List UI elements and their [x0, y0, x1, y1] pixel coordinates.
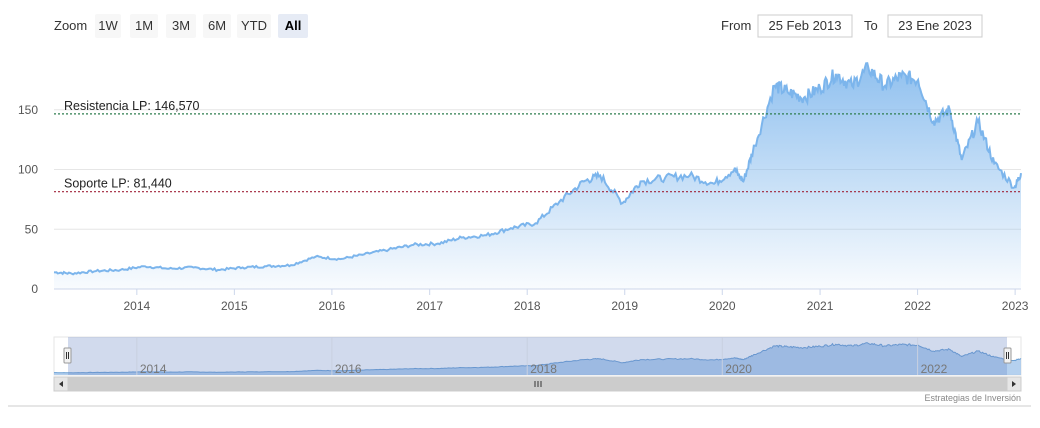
y-tick-label: 150: [18, 103, 38, 117]
x-tick-label: 2023: [1002, 299, 1029, 313]
y-tick-label: 100: [18, 163, 38, 177]
x-tick-label: 2021: [807, 299, 834, 313]
navigator-series-line: [54, 342, 1022, 374]
navigator[interactable]: 2014 2016 2018 2020 2022: [53, 336, 1022, 376]
to-input-box[interactable]: [887, 14, 983, 38]
range-selector: Zoom 1W 1M 3M 6M YTD All: [54, 14, 308, 38]
from-input[interactable]: 25 Feb 2013: [768, 18, 841, 33]
zoom-label: Zoom: [54, 18, 87, 33]
zoom-button-6m[interactable]: [203, 14, 231, 38]
x-tick-label: 2022: [904, 299, 931, 313]
x-tick-label: 2017: [416, 299, 443, 313]
navigator-selection-mask[interactable]: [68, 337, 1007, 375]
zoom-button-ytd[interactable]: [237, 14, 271, 38]
resistance-label: Resistencia LP: 146,570: [64, 99, 200, 113]
to-input[interactable]: 23 Ene 2023: [898, 18, 972, 33]
zoom-button-label[interactable]: All: [285, 18, 302, 33]
y-tick-label: 50: [25, 222, 39, 236]
zoom-button-1m[interactable]: [130, 14, 158, 38]
arrow-right-icon: [1012, 381, 1016, 387]
navigator-series-fill: [54, 342, 1021, 375]
navigator-tick-label: 2022: [921, 362, 948, 376]
navigator-handle-left[interactable]: [63, 347, 72, 364]
navigator-handle-right[interactable]: [1003, 347, 1012, 364]
x-tick-label: 2016: [319, 299, 346, 313]
x-axis-ticks: 2014 2015 2016 2017 2018 2019 2020 2021 2022 2023: [123, 289, 1029, 313]
price-series-line: [53, 62, 1022, 276]
zoom-button-label[interactable]: 1W: [98, 18, 118, 33]
arrow-left-icon: [59, 381, 63, 387]
zoom-button-label[interactable]: 6M: [208, 18, 226, 33]
x-tick-label: 2015: [221, 299, 248, 313]
navigator-tick-label: 2016: [335, 362, 362, 376]
zoom-button-1w[interactable]: [95, 14, 121, 38]
to-label: To: [864, 18, 878, 33]
zoom-button-3m[interactable]: [166, 14, 196, 38]
from-input-box[interactable]: [757, 14, 853, 38]
support-label: Soporte LP: 81,440: [64, 177, 172, 191]
x-tick-label: 2018: [514, 299, 541, 313]
y-tick-label: 0: [31, 282, 38, 296]
from-label: From: [721, 18, 751, 33]
navigator-ticks: 2014 2016 2018 2020 2022: [136, 337, 948, 376]
zoom-button-label[interactable]: 3M: [172, 18, 190, 33]
y-axis-ticks: 0 50 100 150: [18, 103, 38, 296]
price-area-fill: [54, 63, 1021, 290]
date-range-inputs: From 25 Feb 2013 To 23 Ene 2023: [721, 14, 983, 38]
x-tick-label: 2019: [611, 299, 638, 313]
credit-text: Estrategias de Inversión: [924, 393, 1021, 403]
x-tick-label: 2020: [709, 299, 736, 313]
zoom-buttons: 1W 1M 3M 6M YTD All: [95, 14, 308, 38]
navigator-tick-label: 2018: [530, 362, 557, 376]
plot-area: 0 50 100 150 Resistencia LP: 146,570 Soporte…: [18, 62, 1029, 313]
zoom-button-label[interactable]: 1M: [135, 18, 153, 33]
x-tick-label: 2014: [123, 299, 150, 313]
scrollbar[interactable]: [53, 376, 1022, 392]
navigator-tick-label: 2020: [725, 362, 752, 376]
scrollbar-thumb-grip: [534, 381, 542, 387]
navigator-tick-label: 2014: [140, 362, 167, 376]
plot-lines: Resistencia LP: 146,570 Soporte LP: 81,44…: [54, 99, 1021, 193]
zoom-button-label[interactable]: YTD: [241, 18, 267, 33]
zoom-button-all[interactable]: [278, 14, 308, 38]
